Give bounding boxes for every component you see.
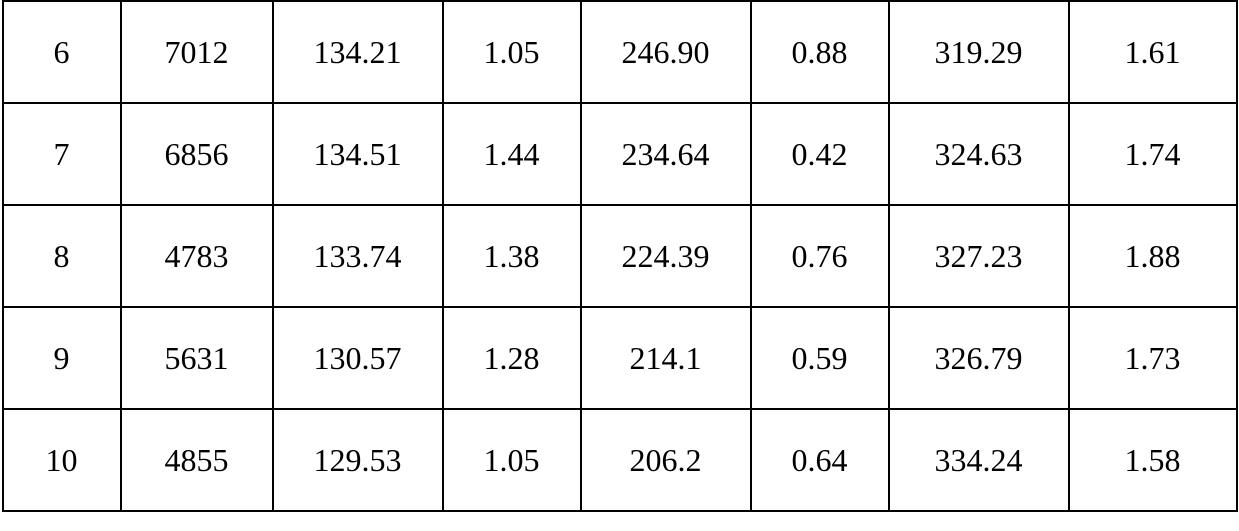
table-body: 6 7012 134.21 1.05 246.90 0.88 319.29 1.…	[3, 1, 1237, 511]
cell: 4855	[121, 409, 273, 511]
cell: 130.57	[273, 307, 443, 409]
cell: 326.79	[889, 307, 1069, 409]
cell: 214.1	[581, 307, 751, 409]
cell: 319.29	[889, 1, 1069, 103]
cell: 234.64	[581, 103, 751, 205]
cell: 10	[3, 409, 121, 511]
table-row: 6 7012 134.21 1.05 246.90 0.88 319.29 1.…	[3, 1, 1237, 103]
cell: 0.59	[751, 307, 889, 409]
cell: 9	[3, 307, 121, 409]
cell: 134.51	[273, 103, 443, 205]
cell: 6	[3, 1, 121, 103]
cell: 324.63	[889, 103, 1069, 205]
cell: 1.05	[443, 1, 581, 103]
table-row: 9 5631 130.57 1.28 214.1 0.59 326.79 1.7…	[3, 307, 1237, 409]
cell: 1.58	[1069, 409, 1237, 511]
cell: 133.74	[273, 205, 443, 307]
cell: 0.76	[751, 205, 889, 307]
cell: 1.28	[443, 307, 581, 409]
cell: 334.24	[889, 409, 1069, 511]
data-table: 6 7012 134.21 1.05 246.90 0.88 319.29 1.…	[2, 0, 1238, 512]
cell: 7	[3, 103, 121, 205]
table-row: 7 6856 134.51 1.44 234.64 0.42 324.63 1.…	[3, 103, 1237, 205]
cell: 134.21	[273, 1, 443, 103]
cell: 327.23	[889, 205, 1069, 307]
cell: 1.05	[443, 409, 581, 511]
cell: 0.64	[751, 409, 889, 511]
cell: 129.53	[273, 409, 443, 511]
cell: 1.61	[1069, 1, 1237, 103]
cell: 1.88	[1069, 205, 1237, 307]
cell: 224.39	[581, 205, 751, 307]
cell: 0.88	[751, 1, 889, 103]
cell: 6856	[121, 103, 273, 205]
table-row: 10 4855 129.53 1.05 206.2 0.64 334.24 1.…	[3, 409, 1237, 511]
cell: 1.73	[1069, 307, 1237, 409]
cell: 1.38	[443, 205, 581, 307]
cell: 1.74	[1069, 103, 1237, 205]
cell: 7012	[121, 1, 273, 103]
cell: 4783	[121, 205, 273, 307]
cell: 206.2	[581, 409, 751, 511]
cell: 8	[3, 205, 121, 307]
cell: 246.90	[581, 1, 751, 103]
table-row: 8 4783 133.74 1.38 224.39 0.76 327.23 1.…	[3, 205, 1237, 307]
cell: 5631	[121, 307, 273, 409]
cell: 0.42	[751, 103, 889, 205]
cell: 1.44	[443, 103, 581, 205]
